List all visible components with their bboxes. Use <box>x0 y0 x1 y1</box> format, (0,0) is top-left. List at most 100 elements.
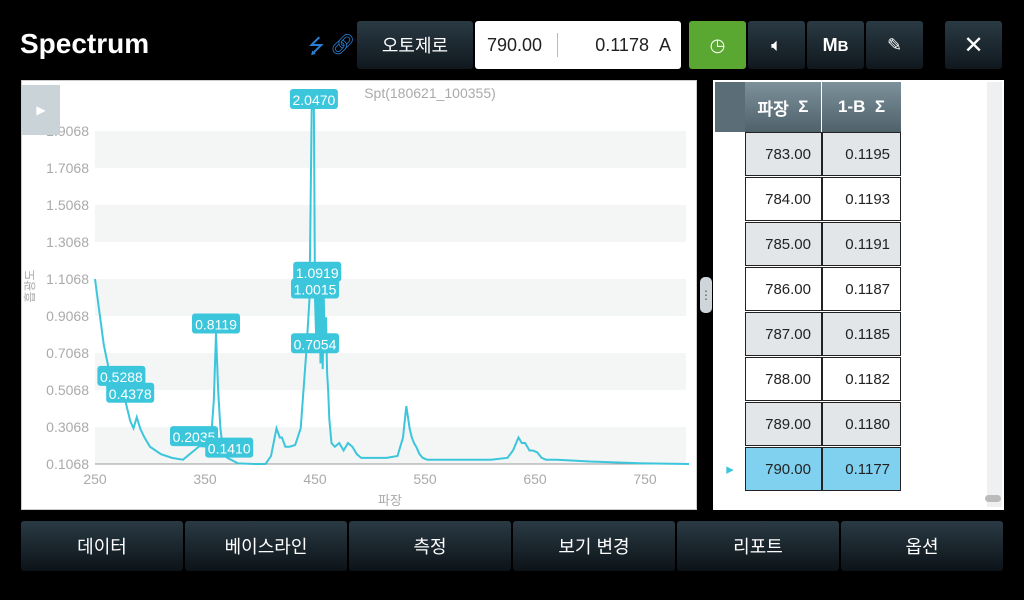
data-label: 1.0015 <box>294 281 337 297</box>
nav-button-4[interactable]: 리포트 <box>677 521 839 571</box>
cell-wavelength: 785.00 <box>745 222 822 266</box>
table-row[interactable]: 785.00 0.1191 <box>715 222 901 267</box>
cell-wavelength: 786.00 <box>745 267 822 311</box>
x-tick-label: 750 <box>633 471 657 487</box>
table-row[interactable]: ▸ 790.00 0.1177 <box>715 447 901 492</box>
readout: 790.00 0.1178 A <box>475 21 681 69</box>
x-tick-label: 350 <box>193 471 217 487</box>
table-row[interactable]: 783.00 0.1195 <box>715 132 901 177</box>
timer-button[interactable]: ◷ <box>689 21 746 69</box>
splitter-handle[interactable]: ⋮ <box>700 277 712 313</box>
data-label-box <box>106 382 155 403</box>
table-row[interactable]: 784.00 0.1193 <box>715 177 901 222</box>
cell-wavelength: 787.00 <box>745 312 822 356</box>
data-table: 파장 Σ 1-B Σ 783.00 0.1195 784.00 0.1193 7… <box>713 80 1004 510</box>
data-label: 2.0470 <box>292 92 335 108</box>
data-label-box <box>291 278 339 299</box>
y-tick-label: 0.3068 <box>46 419 89 435</box>
mb-button[interactable]: MB <box>807 21 864 69</box>
nav-button-3[interactable]: 보기 변경 <box>513 521 675 571</box>
data-label: 0.5288 <box>100 369 143 385</box>
row-indicator <box>715 222 745 266</box>
sound-button[interactable]: 🔈︎ <box>748 21 805 69</box>
y-tick-label: 1.7068 <box>46 160 89 176</box>
edit-button[interactable]: ✎ <box>866 21 923 69</box>
x-tick-label: 650 <box>523 471 547 487</box>
cell-1b: 0.1191 <box>822 222 901 266</box>
close-icon: ✕ <box>963 31 984 59</box>
data-label-box <box>289 89 338 109</box>
row-indicator <box>715 177 745 221</box>
grid-band <box>95 205 686 242</box>
row-indicator <box>715 402 745 446</box>
cell-wavelength: 789.00 <box>745 402 822 446</box>
app-title: Spectrum <box>20 28 150 59</box>
cell-wavelength: 790.00 <box>745 447 822 491</box>
y-tick-label: 0.7068 <box>46 345 89 361</box>
cell-1b: 0.1177 <box>822 447 901 491</box>
table-row[interactable]: 787.00 0.1185 <box>715 312 901 357</box>
table-scrollbar[interactable] <box>987 82 1002 507</box>
close-button[interactable]: ✕ <box>945 21 1002 69</box>
nav-button-1[interactable]: 베이스라인 <box>185 521 347 571</box>
cell-wavelength: 788.00 <box>745 357 822 401</box>
absorbance-value: 0.1178 <box>595 35 649 55</box>
x-tick-label: 250 <box>83 471 107 487</box>
usb-icon: ⭍ <box>308 36 325 58</box>
y-tick-label: 0.9068 <box>46 308 89 324</box>
data-label: 0.8119 <box>195 317 237 333</box>
play-icon: ▶ <box>36 103 46 117</box>
column-header-1b[interactable]: 1-B Σ <box>822 82 901 132</box>
table-row[interactable]: 788.00 0.1182 <box>715 357 901 402</box>
cell-1b: 0.1193 <box>822 177 901 221</box>
nav-button-5[interactable]: 옵션 <box>841 521 1003 571</box>
link-icon: 🔗︎ <box>330 34 356 56</box>
data-label: 0.2035 <box>173 429 216 445</box>
row-indicator <box>715 312 745 356</box>
data-label-box <box>192 313 240 334</box>
chart-svg: 0.1068 0.3068 0.5068 0.7068 0.9068 1.1068 1.30… <box>23 85 690 508</box>
cell-1b: 0.1185 <box>822 312 901 356</box>
row-indicator <box>715 357 745 401</box>
x-tick-label: 450 <box>303 471 327 487</box>
grid-band <box>95 353 686 390</box>
grid-band <box>95 279 686 316</box>
y-tick-label: 0.5068 <box>46 382 89 398</box>
autozero-button[interactable]: 오토제로 <box>357 21 473 69</box>
y-tick-label: 1.1068 <box>46 271 89 287</box>
table-row[interactable]: 786.00 0.1187 <box>715 267 901 312</box>
row-indicator: ▸ <box>726 461 734 478</box>
wavelength-value: 790.00 <box>487 35 543 55</box>
row-indicator <box>715 267 745 311</box>
row-indicator <box>715 132 745 176</box>
edit-icon: ✎ <box>886 34 903 55</box>
data-label-box <box>293 261 342 282</box>
mb-icon: MB <box>822 34 849 55</box>
table-row[interactable]: 789.00 0.1180 <box>715 402 901 447</box>
cell-wavelength: 783.00 <box>745 132 822 176</box>
clock-icon: ◷ <box>709 34 726 55</box>
sigma-icon: Σ <box>798 97 809 116</box>
x-axis-label: 파장 <box>378 493 402 508</box>
expand-panel-button[interactable]: ▶ <box>22 85 60 135</box>
data-label-box <box>97 365 146 386</box>
chart-title: Spt(180621_100355) <box>364 85 496 101</box>
nav-button-0[interactable]: 데이터 <box>21 521 183 571</box>
grid-band <box>95 131 686 168</box>
cell-wavelength: 784.00 <box>745 177 822 221</box>
scroll-thumb[interactable] <box>985 495 1001 502</box>
spectrum-chart[interactable]: 0.1068 0.3068 0.5068 0.7068 0.9068 1.1068 1.30… <box>21 80 697 510</box>
unit: A <box>658 35 671 55</box>
sigma-icon: Σ <box>874 97 886 116</box>
data-label: 0.1410 <box>208 441 251 457</box>
data-label-box <box>291 333 339 354</box>
data-label: 1.0919 <box>296 265 339 281</box>
speaker-icon: 🔈︎ <box>771 34 782 55</box>
data-label: 0.4378 <box>109 386 152 402</box>
nav-button-2[interactable]: 측정 <box>349 521 511 571</box>
column-header-wavelength[interactable]: 파장 Σ <box>745 82 821 132</box>
cell-1b: 0.1182 <box>822 357 901 401</box>
data-label: 0.7054 <box>294 336 337 352</box>
cell-1b: 0.1180 <box>822 402 901 446</box>
y-tick-label: 1.3068 <box>46 234 89 250</box>
